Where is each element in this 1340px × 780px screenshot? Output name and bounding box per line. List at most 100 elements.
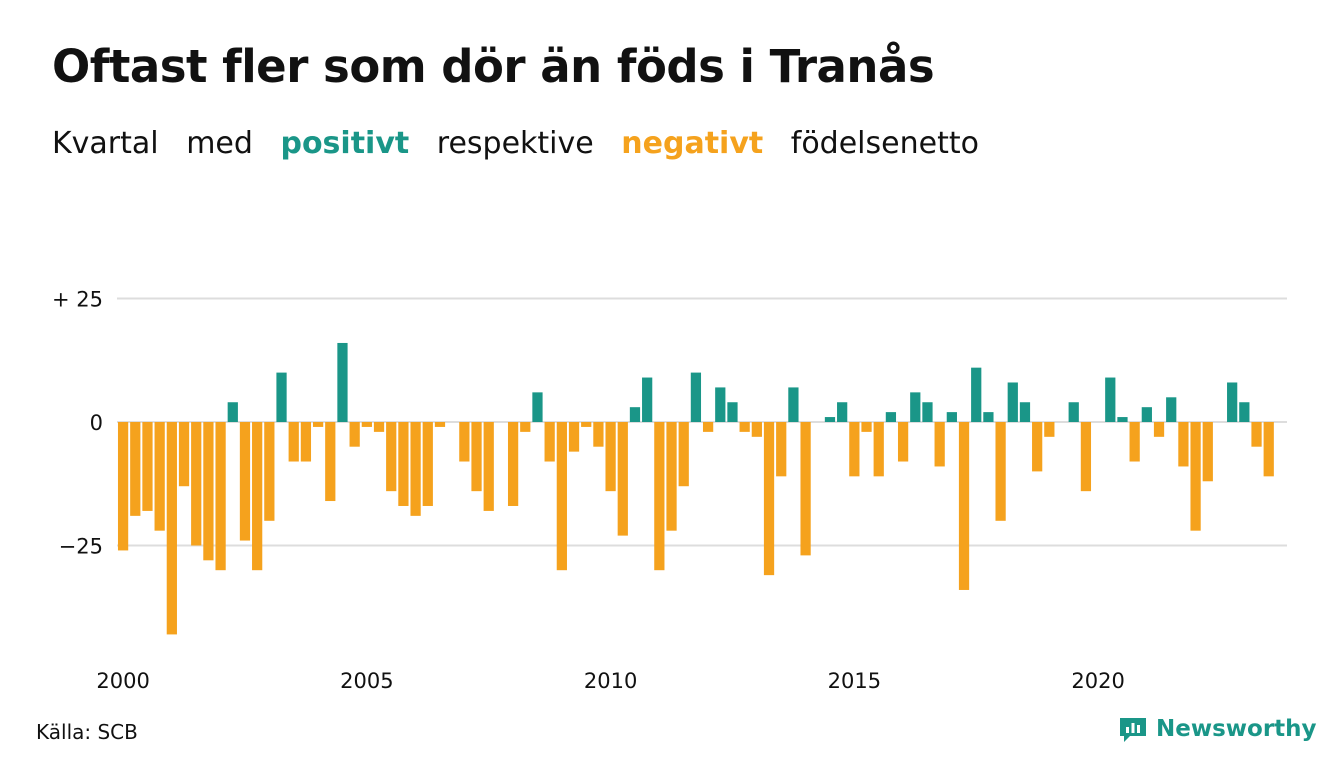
x-tick-label: 2010 <box>584 669 637 693</box>
brand-name: Newsworthy <box>1156 716 1317 742</box>
subtitle-word: med <box>186 126 253 161</box>
bar: 2019 K3: 4 <box>1068 402 1079 422</box>
bar: 2000 K2: -19 <box>130 422 141 516</box>
bar: 2008 K2: -2 <box>520 422 531 432</box>
y-tick-label: + 25 <box>52 288 103 312</box>
bar: 2014 K4: 4 <box>837 402 848 422</box>
x-tick-label: 2015 <box>828 669 881 693</box>
bar: 2010 K2: -23 <box>617 422 628 536</box>
bars: 2000 K1: -262000 K2: -192000 K3: -182000… <box>117 342 1274 635</box>
y-tick-label: −25 <box>59 535 103 559</box>
bar: 2001 K2: -13 <box>178 422 190 487</box>
bar: 2015 K3: -11 <box>873 422 884 477</box>
bar: 2002 K4: -30 <box>252 422 263 571</box>
bar: 2021 K3: 5 <box>1166 397 1177 422</box>
bar: 2010 K3: 3 <box>629 407 641 422</box>
bar: 2021 K2: -3 <box>1153 422 1165 437</box>
bar: 2002 K1: -30 <box>215 422 226 571</box>
x-tick-labels: 2000 2005 2010 2015 2020 <box>96 669 1124 693</box>
bar: 2020 K4: -8 <box>1129 422 1140 462</box>
bar: 2020 K3: 1 <box>1117 417 1128 422</box>
bar: 2015 K1: -11 <box>849 422 860 477</box>
brand-logo: Newsworthy <box>1118 714 1317 744</box>
bar: 2013 K4: 7 <box>788 387 799 422</box>
bar: 2018 K4: -10 <box>1032 422 1043 472</box>
y-tick-label: 0 <box>90 411 103 435</box>
bar: 2008 K1: -17 <box>507 422 519 506</box>
bar: 2017 K2: -34 <box>958 422 970 590</box>
bar: 2001 K3: -25 <box>191 422 202 546</box>
bar: 2004 K3: 16 <box>337 342 348 422</box>
bar: 2012 K2: 7 <box>715 387 726 422</box>
bar: 2019 K1: -3 <box>1044 422 1055 437</box>
bar: 2006 K1: -19 <box>410 422 421 516</box>
bar: 2016 K2: 6 <box>910 392 921 422</box>
bar: 2003 K3: -8 <box>288 422 299 462</box>
bar: 2000 K1: -26 <box>117 422 129 551</box>
bar: 2015 K2: -2 <box>861 422 872 432</box>
bar: 2003 K4: -8 <box>300 422 312 462</box>
bar: 2012 K3: 4 <box>727 402 738 422</box>
bar: 2023 K2: -5 <box>1251 422 1262 447</box>
x-tick-label: 2005 <box>340 669 393 693</box>
bar: 2009 K2: -6 <box>568 422 580 452</box>
bar: 2014 K3: 1 <box>824 417 836 422</box>
bar: 2023 K3: -11 <box>1263 422 1274 477</box>
bar: 2018 K1: -20 <box>995 422 1006 521</box>
bar: 2001 K1: -43 <box>166 422 177 635</box>
y-tick-labels: + 25 0 −25 <box>52 288 103 559</box>
bar: 2021 K4: -9 <box>1178 422 1189 467</box>
bar: 2013 K3: -11 <box>776 422 787 477</box>
bar: 2009 K4: -5 <box>593 422 604 447</box>
bar: 2011 K2: -22 <box>666 422 677 531</box>
newsworthy-icon <box>1120 718 1146 742</box>
bar: 2008 K3: 6 <box>532 392 543 422</box>
subtitle-negative-word: negativt <box>621 126 764 161</box>
bar: 2017 K4: 2 <box>983 412 994 422</box>
bar: 2022 K2: -12 <box>1202 422 1213 482</box>
grid-lines <box>117 297 1287 547</box>
bar: 2020 K2: 9 <box>1105 377 1116 422</box>
bar: 2013 K2: -31 <box>763 422 775 576</box>
chart-subtitle: Kvartal med positivt respektive negativt… <box>52 126 997 161</box>
bar: 2023 K1: 4 <box>1239 402 1250 422</box>
subtitle-positive-word: positivt <box>280 126 410 161</box>
bar: 2022 K1: -22 <box>1190 422 1201 531</box>
bar: 2011 K3: -13 <box>678 422 689 487</box>
chart-title: Oftast fler som dör än föds i Tranås <box>52 40 935 93</box>
bar: 2016 K1: -8 <box>897 422 909 462</box>
bar: 2004 K4: -5 <box>349 422 360 447</box>
bar: 2003 K2: 10 <box>276 372 287 422</box>
bar: 2012 K1: -2 <box>702 422 714 432</box>
bar: 2003 K1: -20 <box>264 422 275 521</box>
bar: 2006 K3: -1 <box>434 422 446 427</box>
bar: 2016 K3: 4 <box>922 402 933 422</box>
bar: 2007 K3: -18 <box>483 422 494 511</box>
bar: 2004 K1: -1 <box>312 422 324 427</box>
bar: 2001 K4: -28 <box>203 422 214 561</box>
bar: 2015 K4: 2 <box>885 412 897 422</box>
bar: 2000 K4: -22 <box>154 422 165 531</box>
bar: 2018 K2: 8 <box>1007 382 1018 422</box>
subtitle-word: respektive <box>436 126 594 161</box>
bar: 2011 K1: -30 <box>654 422 665 571</box>
bar: 2010 K4: 9 <box>642 377 653 422</box>
bar: 2014 K1: -27 <box>800 422 811 556</box>
subtitle-word: födelsenetto <box>790 126 979 161</box>
bar: 2012 K4: -2 <box>739 422 750 432</box>
bar: 2019 K4: -14 <box>1080 422 1092 492</box>
bar: 2007 K2: -14 <box>471 422 482 492</box>
bar: 2010 K1: -14 <box>605 422 616 492</box>
bar: 2021 K1: 3 <box>1141 407 1152 422</box>
bar: 2013 K1: -3 <box>751 422 762 437</box>
bar: 2005 K2: -2 <box>373 422 385 432</box>
x-tick-label: 2020 <box>1071 669 1124 693</box>
x-tick-label: 2000 <box>96 669 149 693</box>
bar: 2005 K3: -14 <box>386 422 397 492</box>
bar: 2022 K4: 8 <box>1227 382 1238 422</box>
bar: 2005 K4: -17 <box>398 422 409 506</box>
bar: 2005 K1: -1 <box>361 422 372 427</box>
bar: 2002 K3: -24 <box>239 422 251 541</box>
bar: 2017 K1: 2 <box>946 412 957 422</box>
source-note: Källa: SCB <box>36 720 138 744</box>
